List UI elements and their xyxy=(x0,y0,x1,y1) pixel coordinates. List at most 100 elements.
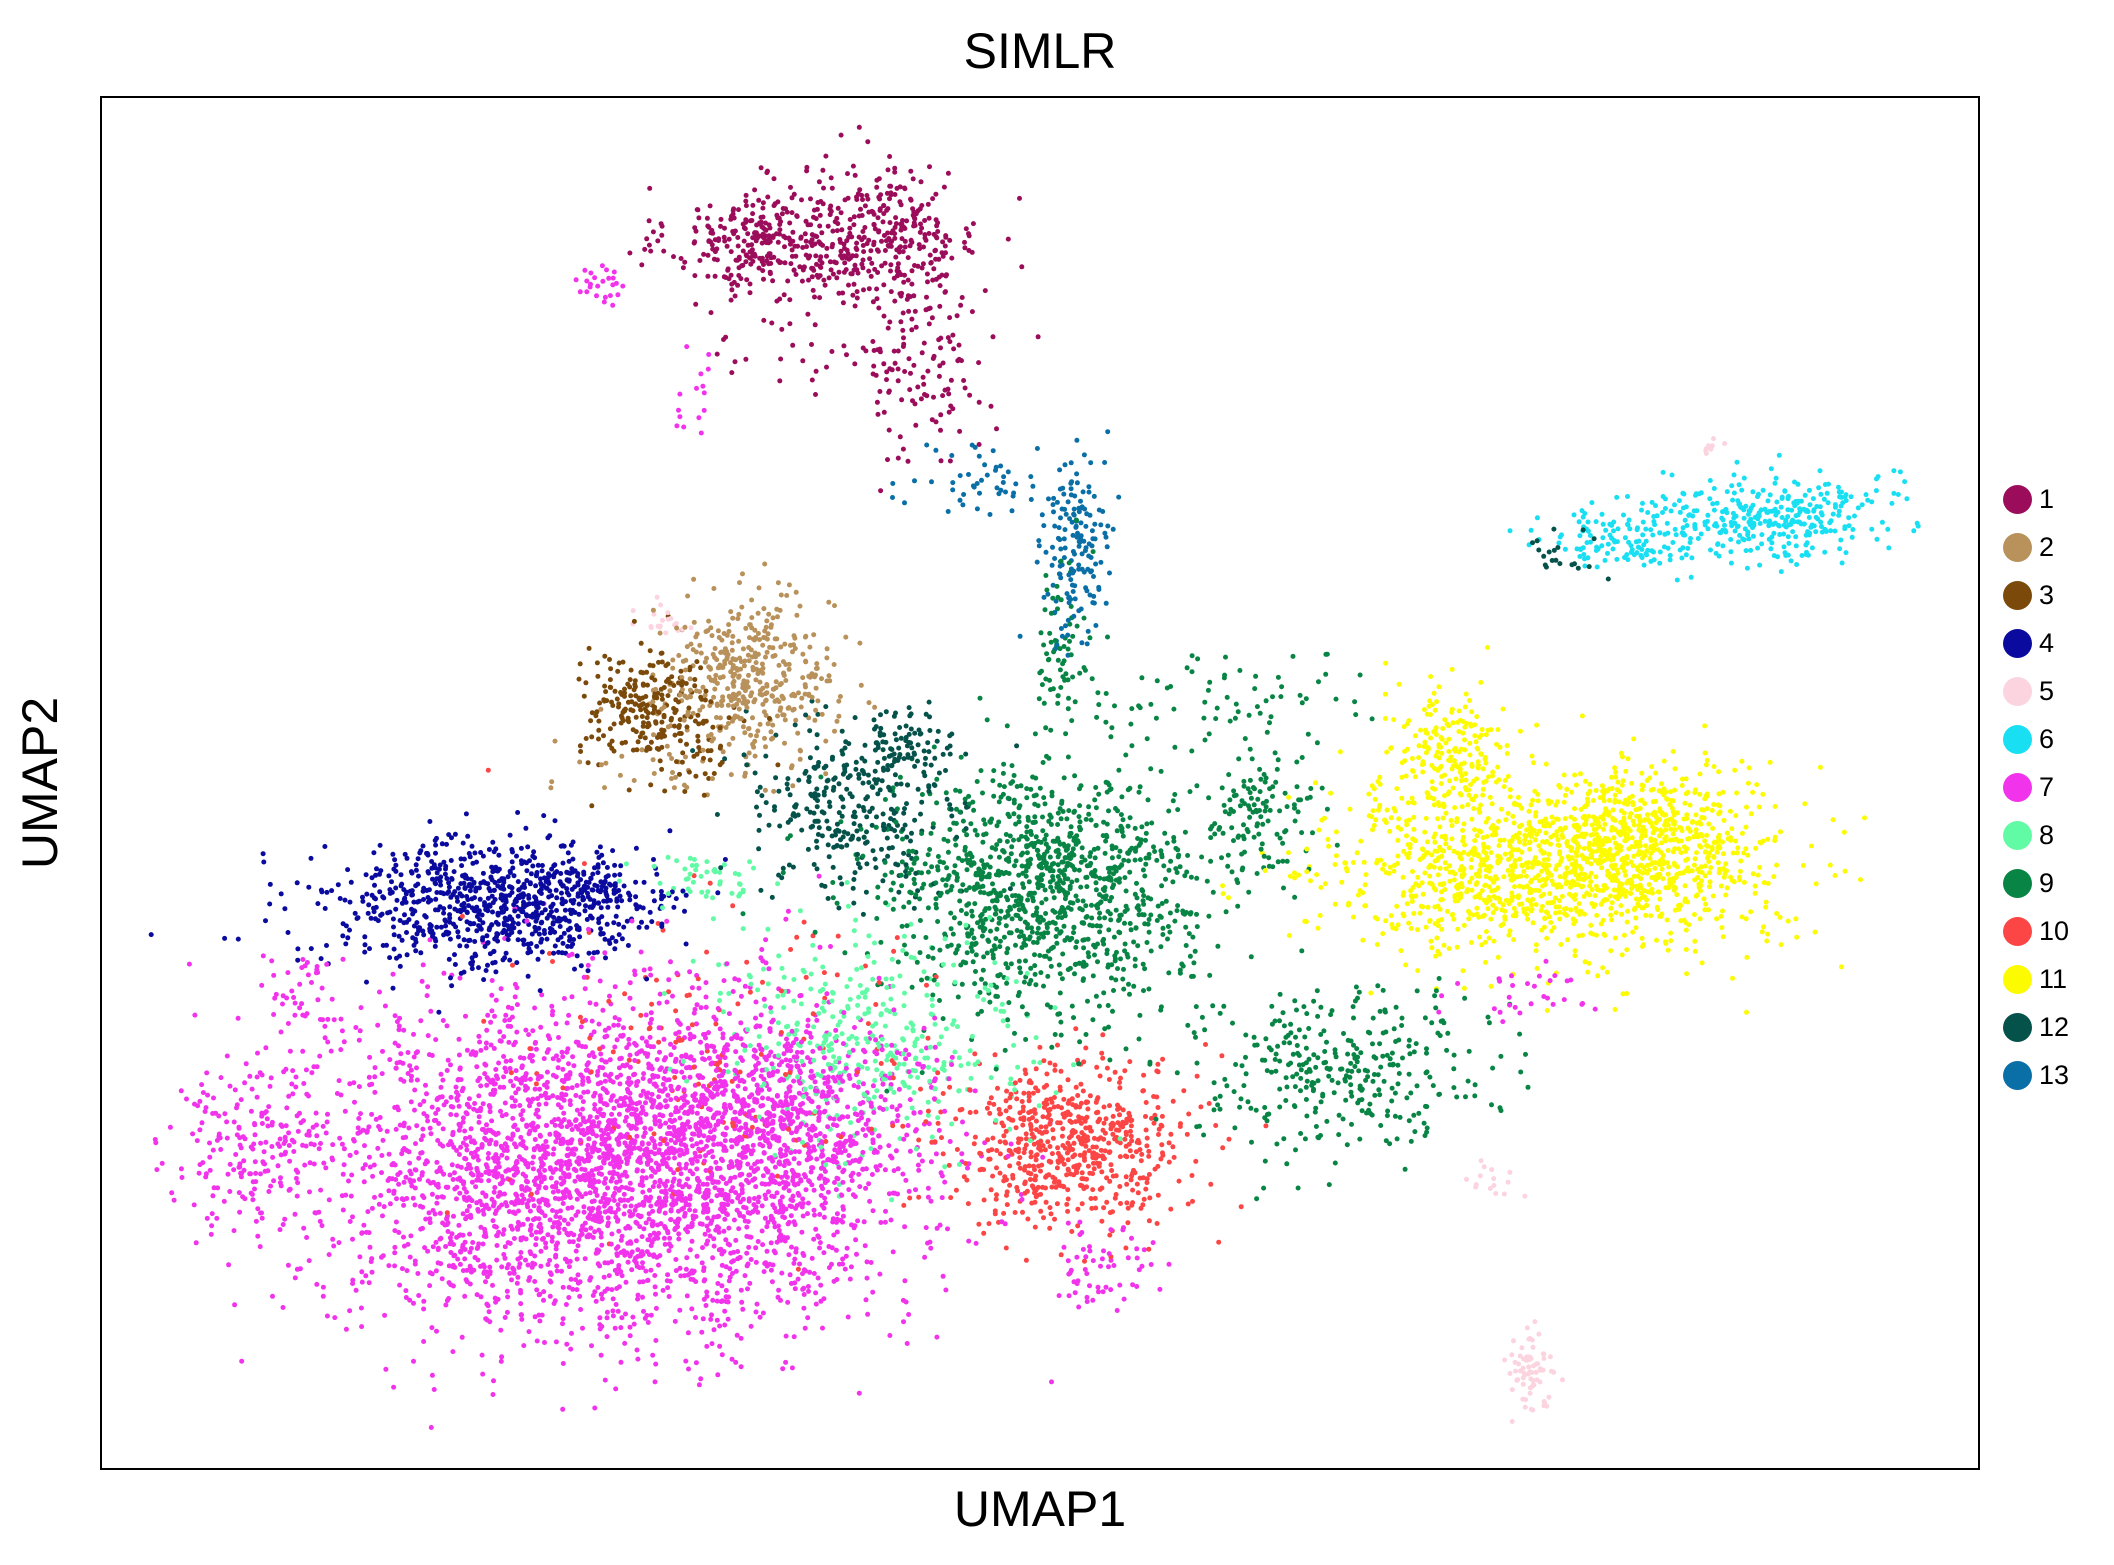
point-cluster-4 xyxy=(415,856,421,862)
point-cluster-7 xyxy=(661,1076,667,1081)
point-cluster-9 xyxy=(1166,808,1172,814)
point-cluster-11 xyxy=(1370,808,1376,814)
point-cluster-7 xyxy=(420,1126,426,1132)
point-cluster-6 xyxy=(1641,542,1647,548)
point-cluster-11 xyxy=(1693,812,1699,818)
point-cluster-7 xyxy=(687,969,693,975)
point-cluster-11 xyxy=(1683,927,1689,933)
point-cluster-3 xyxy=(585,760,591,766)
point-cluster-5 xyxy=(1507,1169,1513,1175)
point-cluster-1 xyxy=(740,248,746,254)
point-cluster-11 xyxy=(1449,666,1455,672)
point-cluster-2 xyxy=(730,735,736,741)
point-cluster-7 xyxy=(154,1167,160,1173)
point-cluster-6 xyxy=(1668,508,1674,514)
point-cluster-2 xyxy=(746,726,752,731)
point-cluster-8 xyxy=(993,1006,999,1012)
point-cluster-11 xyxy=(1434,935,1440,941)
point-cluster-10 xyxy=(1084,1114,1090,1120)
point-cluster-7 xyxy=(403,1134,409,1140)
point-cluster-4 xyxy=(340,921,346,927)
point-cluster-7 xyxy=(549,1119,555,1125)
point-cluster-1 xyxy=(850,292,856,298)
point-cluster-7 xyxy=(504,1309,510,1315)
point-cluster-9 xyxy=(994,926,1000,932)
point-cluster-9 xyxy=(1115,966,1120,972)
point-cluster-13 xyxy=(1086,489,1092,495)
point-cluster-7 xyxy=(324,1313,330,1319)
point-cluster-7 xyxy=(711,1127,717,1133)
point-cluster-1 xyxy=(865,139,871,145)
point-cluster-8 xyxy=(811,1024,817,1030)
point-cluster-10 xyxy=(1143,1114,1148,1119)
point-cluster-8 xyxy=(901,1081,907,1087)
point-cluster-2 xyxy=(725,702,731,708)
point-cluster-9 xyxy=(930,955,936,961)
point-cluster-13 xyxy=(1005,469,1011,475)
point-cluster-11 xyxy=(1739,830,1745,836)
point-cluster-9 xyxy=(1283,1075,1289,1081)
point-cluster-7 xyxy=(341,1146,347,1152)
point-cluster-7 xyxy=(595,1081,601,1087)
point-cluster-9 xyxy=(1159,854,1165,860)
point-cluster-2 xyxy=(713,672,719,678)
point-cluster-9 xyxy=(1079,845,1085,851)
point-cluster-1 xyxy=(834,228,840,234)
point-cluster-7 xyxy=(788,1213,794,1219)
point-cluster-1 xyxy=(863,348,869,354)
point-cluster-2 xyxy=(549,779,555,785)
point-cluster-11 xyxy=(1757,864,1763,870)
point-cluster-9 xyxy=(1138,840,1143,846)
point-cluster-13 xyxy=(1079,640,1085,646)
point-cluster-7 xyxy=(740,1145,746,1151)
point-cluster-9 xyxy=(1187,789,1193,795)
point-cluster-11 xyxy=(1609,917,1615,923)
point-cluster-6 xyxy=(1657,549,1663,555)
point-cluster-7 xyxy=(353,1287,359,1293)
point-cluster-4 xyxy=(570,856,576,862)
point-cluster-3 xyxy=(596,718,602,724)
point-cluster-11 xyxy=(1547,891,1553,897)
point-cluster-11 xyxy=(1322,881,1328,887)
point-cluster-1 xyxy=(817,212,823,218)
point-cluster-10 xyxy=(1123,1174,1129,1180)
point-cluster-9 xyxy=(1205,687,1211,693)
point-cluster-7 xyxy=(627,1052,633,1058)
point-cluster-11 xyxy=(1692,856,1698,862)
point-cluster-1 xyxy=(938,427,943,433)
point-cluster-7 xyxy=(612,1325,618,1331)
point-cluster-7 xyxy=(765,1220,771,1225)
point-cluster-3 xyxy=(625,681,631,687)
point-cluster-6 xyxy=(1612,539,1618,545)
point-cluster-1 xyxy=(949,255,955,261)
point-cluster-6 xyxy=(1600,535,1606,541)
point-cluster-12 xyxy=(856,836,862,842)
point-cluster-7 xyxy=(484,1122,489,1128)
point-cluster-9 xyxy=(1068,652,1074,658)
point-cluster-10 xyxy=(973,1109,979,1115)
point-cluster-7 xyxy=(500,1231,506,1237)
point-cluster-1 xyxy=(877,389,883,394)
point-cluster-4 xyxy=(612,862,618,868)
point-cluster-9 xyxy=(888,887,894,893)
point-cluster-9 xyxy=(957,788,963,794)
point-cluster-1 xyxy=(940,239,946,245)
point-cluster-9 xyxy=(1294,1007,1299,1013)
point-cluster-10 xyxy=(1051,1095,1057,1100)
point-cluster-12 xyxy=(864,829,869,835)
point-cluster-8 xyxy=(852,1106,858,1112)
point-cluster-11 xyxy=(1437,844,1443,850)
point-cluster-7 xyxy=(913,1128,918,1134)
point-cluster-9 xyxy=(1406,1118,1412,1124)
point-cluster-12 xyxy=(718,865,724,871)
point-cluster-7 xyxy=(248,1108,254,1114)
point-cluster-9 xyxy=(1232,715,1238,721)
point-cluster-4 xyxy=(394,897,400,903)
point-cluster-7 xyxy=(652,1379,658,1385)
point-cluster-4 xyxy=(452,952,457,958)
point-cluster-7 xyxy=(391,1384,397,1390)
point-cluster-7 xyxy=(744,1224,750,1230)
point-cluster-9 xyxy=(1226,811,1232,817)
point-cluster-7 xyxy=(647,1020,653,1026)
point-cluster-7 xyxy=(681,424,687,430)
